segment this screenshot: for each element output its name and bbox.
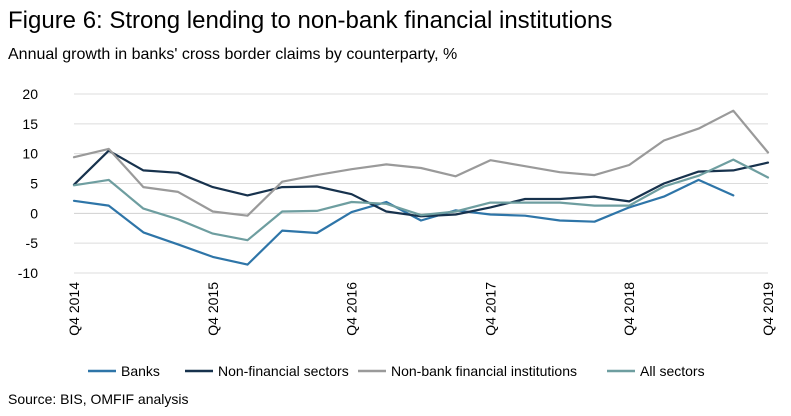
x-tick-label: Q4 2019 bbox=[760, 282, 776, 336]
y-tick-label: 10 bbox=[22, 146, 38, 162]
y-tick-label: 20 bbox=[22, 86, 38, 102]
series-line-non-financial-sectors bbox=[72, 149, 770, 218]
y-tick-label: 15 bbox=[22, 116, 38, 132]
legend-label: Banks bbox=[121, 363, 160, 379]
y-tick-label: 0 bbox=[30, 205, 38, 221]
y-tick-label: 5 bbox=[30, 176, 38, 192]
y-tick-label: -5 bbox=[26, 235, 39, 251]
gridlines bbox=[74, 93, 768, 274]
series-lines bbox=[72, 109, 770, 266]
legend: Banks Non-financial sectors Non-bank finan… bbox=[88, 363, 705, 379]
series-line-non-bank-financial-institutions bbox=[72, 109, 770, 217]
legend-label: Non-financial sectors bbox=[218, 363, 349, 379]
legend-label: Non-bank financial institutions bbox=[391, 363, 577, 379]
x-tick-label: Q4 2016 bbox=[344, 282, 360, 336]
source-note: Source: BIS, OMFIF analysis bbox=[8, 391, 189, 407]
x-tick-label: Q4 2015 bbox=[205, 282, 221, 336]
y-axis-tick-labels: -10 -5 0 5 10 15 20 bbox=[18, 86, 38, 281]
y-tick-label: -10 bbox=[18, 265, 38, 281]
series-line-banks bbox=[72, 178, 735, 266]
series-line-all-sectors bbox=[72, 158, 770, 242]
x-tick-label: Q4 2014 bbox=[66, 282, 82, 336]
legend-label: All sectors bbox=[640, 363, 705, 379]
x-axis-tick-labels: Q4 2014 Q4 2015 Q4 2016 Q4 2017 Q4 2018 Q4 20… bbox=[66, 282, 776, 336]
x-tick-label: Q4 2018 bbox=[621, 282, 637, 336]
chart-title: Figure 6: Strong lending to non-bank fin… bbox=[8, 7, 613, 34]
x-tick-label: Q4 2017 bbox=[482, 282, 498, 336]
chart-subtitle: Annual growth in banks' cross border cla… bbox=[8, 46, 458, 63]
